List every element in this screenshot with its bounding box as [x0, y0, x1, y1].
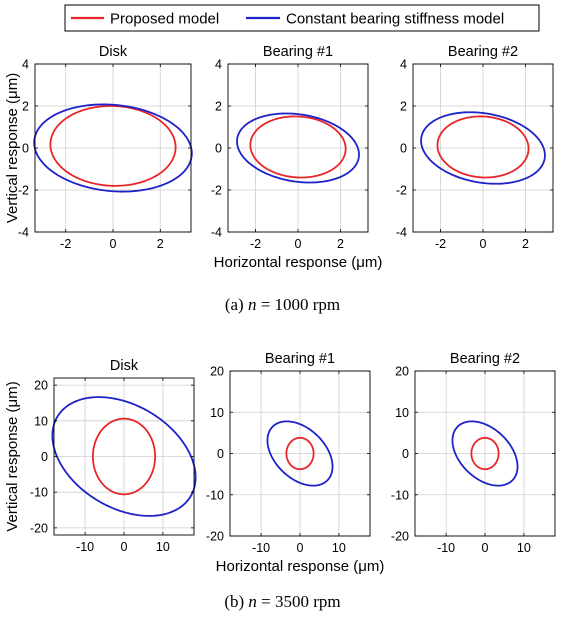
- y-tick-label: -4: [18, 226, 29, 240]
- x-tick-label: -2: [435, 237, 446, 251]
- proposed-model-line: [285, 436, 315, 471]
- caption-b-var: n: [248, 592, 257, 611]
- panel-1: -2 0 2 -4 -2 0 2 4 Disk Vertical response (μm): [4, 44, 193, 251]
- y-tick-label: 0: [402, 447, 409, 461]
- y-tick-label: 0: [400, 142, 407, 156]
- caption-a-rest: = 1000 rpm: [256, 295, 341, 314]
- y-tick-label: 0: [41, 450, 48, 464]
- constant-stiffness-line: [33, 103, 193, 193]
- constant-stiffness-line: [266, 420, 334, 487]
- proposed-model-line: [49, 105, 177, 187]
- constant-stiffness-line: [236, 112, 360, 184]
- y-tick-label: -10: [391, 488, 409, 502]
- x-tick-label: 0: [482, 541, 489, 555]
- constant-stiffness-line: [451, 420, 519, 487]
- y-tick-label: -4: [396, 226, 407, 240]
- y-tick-label: 2: [215, 100, 222, 114]
- caption-a-prefix: (a): [224, 295, 248, 314]
- y-tick-label: 20: [34, 379, 48, 393]
- x-tick-label: -10: [437, 541, 455, 555]
- caption-b: (b) n = 3500 rpm: [0, 592, 565, 612]
- panel-5: -10 0 10 -20 -10 0 10 20 Bearing #1 Horizontal re…: [206, 351, 384, 575]
- x-tick-label: -10: [76, 540, 94, 554]
- x-tick-label: 0: [295, 237, 302, 251]
- panel-title: Disk: [99, 44, 128, 60]
- y-tick-label: 4: [215, 58, 222, 72]
- proposed-model-line: [91, 417, 157, 496]
- panel-6: -10 0 10 -20 -10 0 10 20 Bearing #2: [391, 351, 556, 555]
- legend-constant-label: Constant bearing stiffness model: [286, 11, 504, 28]
- x-tick-label: 10: [517, 541, 531, 555]
- panel-title: Bearing #2: [448, 44, 518, 60]
- y-tick-label: -10: [206, 488, 224, 502]
- caption-b-prefix: (b): [224, 592, 249, 611]
- panel-4: -10 0 10 -20 -10 0 10 20 Disk Vertical response (…: [4, 358, 197, 554]
- legend: Proposed model Constant bearing stiffnes…: [64, 4, 540, 32]
- y-tick-label: -2: [18, 184, 29, 198]
- y-tick-label: 4: [22, 58, 29, 72]
- y-tick-label: 4: [400, 58, 407, 72]
- legend-proposed-label: Proposed model: [110, 11, 219, 28]
- x-tick-label: 10: [156, 540, 170, 554]
- panel-3: -2 0 2 -4 -2 0 2 4 Bearing #2: [396, 44, 554, 251]
- x-tick-label: 2: [522, 237, 529, 251]
- y-tick-label: 10: [395, 406, 409, 420]
- panel-title: Bearing #1: [265, 351, 335, 367]
- panel-title: Bearing #1: [263, 44, 333, 60]
- y-axis-label: Vertical response (μm): [4, 381, 21, 531]
- y-tick-label: 0: [217, 447, 224, 461]
- x-tick-label: -10: [252, 541, 270, 555]
- proposed-model-line: [249, 115, 347, 179]
- x-tick-label: 2: [157, 237, 164, 251]
- caption-a: (a) n = 1000 rpm: [0, 295, 565, 315]
- x-tick-label: 0: [110, 237, 117, 251]
- x-tick-label: 2: [337, 237, 344, 251]
- panel-title: Bearing #2: [450, 351, 520, 367]
- y-tick-label: 0: [22, 142, 29, 156]
- panel-title: Disk: [110, 358, 139, 374]
- x-tick-label: 0: [480, 237, 487, 251]
- y-tick-label: 10: [34, 414, 48, 428]
- x-tick-label: 10: [332, 541, 346, 555]
- y-tick-label: -20: [30, 521, 48, 535]
- x-axis-label: Horizontal response (μm): [216, 558, 385, 575]
- legend-box: [64, 4, 540, 32]
- y-tick-label: 10: [210, 406, 224, 420]
- proposed-model-line: [470, 436, 500, 471]
- x-tick-label: -2: [60, 237, 71, 251]
- y-tick-label: 0: [215, 142, 222, 156]
- y-tick-label: -2: [396, 184, 407, 198]
- panel-2: -2 0 2 -4 -2 0 2 4 Bearing #1 Horizontal response…: [211, 44, 382, 271]
- x-tick-label: 0: [297, 541, 304, 555]
- y-tick-label: -2: [211, 184, 222, 198]
- y-tick-label: -10: [30, 486, 48, 500]
- y-tick-label: -20: [391, 530, 409, 544]
- y-axis-label: Vertical response (μm): [4, 73, 21, 223]
- y-tick-label: 2: [400, 100, 407, 114]
- proposed-model-line: [436, 115, 530, 179]
- constant-stiffness-line: [51, 396, 197, 517]
- y-tick-label: 20: [395, 365, 409, 379]
- constant-stiffness-line: [420, 111, 546, 185]
- y-tick-label: 2: [22, 100, 29, 114]
- caption-a-var: n: [247, 295, 257, 314]
- caption-b-rest: = 3500 rpm: [256, 592, 341, 611]
- x-tick-label: -2: [250, 237, 261, 251]
- y-tick-label: 20: [210, 365, 224, 379]
- y-tick-label: -20: [206, 530, 224, 544]
- y-tick-label: -4: [211, 226, 222, 240]
- x-axis-label: Horizontal response (μm): [214, 254, 383, 271]
- x-tick-label: 0: [121, 540, 128, 554]
